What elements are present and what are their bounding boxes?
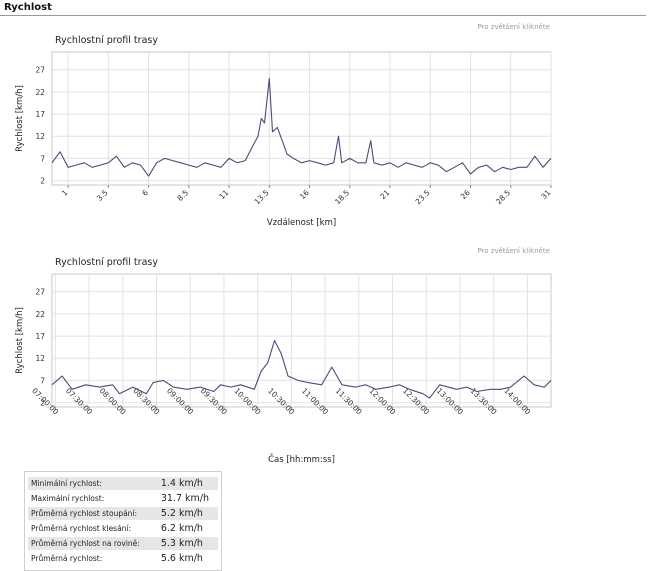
x-tick-label: 6 <box>140 188 150 198</box>
stats-value: 5.2 km/h <box>154 507 218 520</box>
stats-value: 5.6 km/h <box>160 553 203 564</box>
y-tick-label: 27 <box>35 66 45 75</box>
stats-label: Průměrná rychlost klesání: <box>31 524 132 533</box>
speed-time-chart-block[interactable]: Pro zvětšení klikněte Rychlostní profil … <box>0 240 650 465</box>
plot-area <box>51 51 552 186</box>
x-tick-label: 13.5 <box>253 188 271 206</box>
x-tick-label: 8.5 <box>175 188 190 203</box>
stats-row: Průměrná rychlost na rovině: 5.3 km/h <box>28 537 218 550</box>
speed-stats-table: Minimální rychlost: 1.4 km/h Maximální ryc… <box>24 471 222 571</box>
section-header: Rychlost <box>0 0 646 16</box>
stats-value: 6.2 km/h <box>160 523 203 534</box>
x-tick-label: 31 <box>539 188 552 201</box>
y-tick-label: 17 <box>35 332 45 341</box>
y-axis-label: Rychlost [km/h] <box>15 85 25 152</box>
y-tick-label: 22 <box>35 310 45 319</box>
stats-row: Průměrná rychlost stoupání: 5.2 km/h <box>28 507 218 520</box>
y-tick-label: 22 <box>35 88 45 97</box>
y-tick-label: 2 <box>40 399 45 408</box>
y-tick-label: 27 <box>35 288 45 297</box>
speed-series-line <box>51 339 552 399</box>
y-tick-label: 12 <box>35 354 45 363</box>
speed-series-line <box>51 78 552 177</box>
y-tick-label: 7 <box>40 376 45 385</box>
y-tick-label: 2 <box>40 177 45 186</box>
x-tick-label: 28.5 <box>494 188 512 206</box>
y-tick-label: 7 <box>40 154 45 163</box>
stats-row: Maximální rychlost: 31.7 km/h <box>28 492 218 505</box>
enlarge-hint[interactable]: Pro zvětšení klikněte <box>477 23 550 31</box>
stats-label: Průměrná rychlost na rovině: <box>28 537 155 550</box>
x-tick-label: 1 <box>60 188 70 198</box>
stats-row: Průměrná rychlost: 5.6 km/h <box>28 552 218 565</box>
speed-time-chart[interactable]: Rychlostní profil trasy271217222707:00:0… <box>0 240 650 465</box>
x-tick-label: 21 <box>378 188 391 201</box>
x-tick-label: 18.5 <box>333 188 351 206</box>
x-axis-label: Vzdálenost [km] <box>267 218 336 228</box>
stats-label: Maximální rychlost: <box>31 494 105 503</box>
section-title: Rychlost <box>4 2 52 13</box>
enlarge-hint[interactable]: Pro zvětšení klikněte <box>477 247 550 255</box>
y-tick-label: 17 <box>35 110 45 119</box>
stats-value: 5.3 km/h <box>154 537 218 550</box>
stats-value: 31.7 km/h <box>160 493 209 504</box>
x-axis-label: Čas [hh:mm:ss] <box>268 453 335 465</box>
x-tick-label: 23.5 <box>414 188 432 206</box>
x-tick-label: 11 <box>217 188 230 201</box>
x-tick-label: 16 <box>298 188 311 201</box>
stats-label: Průměrná rychlost stoupání: <box>28 507 155 520</box>
stats-label: Minimální rychlost: <box>28 477 155 490</box>
chart-title: Rychlostní profil trasy <box>55 257 158 268</box>
x-tick-label: 3.5 <box>95 188 110 203</box>
stats-value: 1.4 km/h <box>154 477 218 490</box>
stats-label: Průměrná rychlost: <box>31 554 103 563</box>
y-tick-label: 12 <box>35 132 45 141</box>
y-axis-label: Rychlost [km/h] <box>15 307 25 374</box>
speed-distance-chart-block[interactable]: Pro zvětšení klikněte Rychlostní profil … <box>0 16 650 231</box>
chart-title: Rychlostní profil trasy <box>55 35 158 46</box>
stats-row: Průměrná rychlost klesání: 6.2 km/h <box>28 522 218 535</box>
plot-area <box>51 273 552 408</box>
x-tick-label: 26 <box>459 188 472 201</box>
stats-row: Minimální rychlost: 1.4 km/h <box>28 477 218 490</box>
